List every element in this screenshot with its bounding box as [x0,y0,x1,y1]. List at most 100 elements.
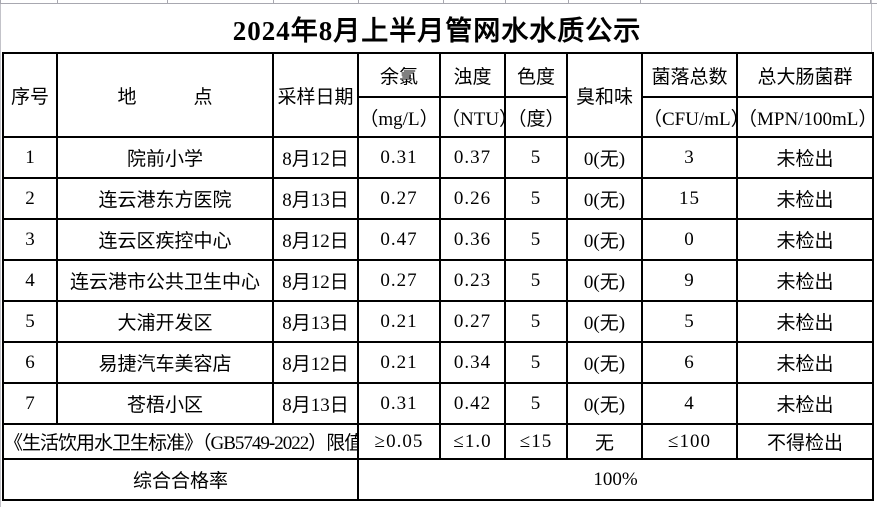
limit-odor: 无 [566,423,643,460]
cell-no: 5 [2,300,58,343]
cell-colony: 0 [641,218,738,261]
cell-odor: 0(无) [566,382,643,425]
cell-location: 苍梧小区 [56,382,274,425]
cell-coliform: 未检出 [736,341,874,384]
cell-chroma: 5 [504,136,568,179]
limits-row: 《生活饮用水卫生标准》（GB5749-2022）限值 ≥0.05 ≤1.0 ≤1… [2,423,874,460]
header-turbidity: 浊度 [439,52,506,98]
cell-sample-date: 8月12日 [272,218,359,261]
header-colony-count-unit: （CFU/mL） [641,96,738,138]
cell-odor: 0(无) [566,177,643,220]
water-quality-table: 序号 地 点 采样日期 余氯 浊度 色度 臭和味 菌落总数 总大肠菌群 （mg/… [2,52,874,501]
cell-odor: 0(无) [566,341,643,384]
limit-chlorine: ≥0.05 [357,423,441,460]
limit-coliform: 不得检出 [736,423,874,460]
cell-colony: 15 [641,177,738,220]
table-row: 1 院前小学 8月12日 0.31 0.37 5 0(无) 3 未检出 [2,136,874,179]
cell-coliform: 未检出 [736,300,874,343]
header-turbidity-unit: （NTU） [439,96,506,138]
gridline-tick [870,0,871,3]
limits-label: 《生活饮用水卫生标准》（GB5749-2022）限值 [2,423,359,460]
cell-location: 大浦开发区 [56,300,274,343]
cell-location: 易捷汽车美容店 [56,341,274,384]
table-row: 6 易捷汽车美容店 8月12日 0.21 0.34 5 0(无) 6 未检出 [2,341,874,384]
header-no: 序号 [2,52,58,138]
gridline-horizontal [0,3,877,4]
cell-turbidity: 0.23 [439,259,506,302]
cell-coliform: 未检出 [736,177,874,220]
cell-colony: 4 [641,382,738,425]
table-row: 2 连云港东方医院 8月13日 0.27 0.26 5 0(无) 15 未检出 [2,177,874,220]
cell-chroma: 5 [504,218,568,261]
cell-chroma: 5 [504,300,568,343]
cell-coliform: 未检出 [736,259,874,302]
header-odor: 臭和味 [566,52,643,138]
spreadsheet-gridline-right [871,0,872,52]
spreadsheet-gridline-top-strip [0,0,877,4]
cell-chlorine: 0.21 [357,341,441,384]
header-row-1: 序号 地 点 采样日期 余氯 浊度 色度 臭和味 菌落总数 总大肠菌群 [2,52,874,138]
gridline-tick [568,0,569,3]
cell-turbidity: 0.36 [439,218,506,261]
limit-colony: ≤100 [641,423,738,460]
table-row: 3 连云区疾控中心 8月12日 0.47 0.36 5 0(无) 0 未检出 [2,218,874,261]
summary-value: 100% [357,458,874,501]
header-residual-chlorine: 余氯 [357,52,441,98]
cell-coliform: 未检出 [736,136,874,179]
table-row: 4 连云港市公共卫生中心 8月12日 0.27 0.23 5 0(无) 9 未检… [2,259,874,302]
header-coliform-unit: （MPN/100mL） [736,96,874,138]
header-sample-date: 采样日期 [272,52,359,138]
cell-coliform: 未检出 [736,218,874,261]
gridline-tick [640,0,641,3]
header-row-2: （mg/L） （NTU） （度） （CFU/mL） （MPN/100mL） [3,96,874,138]
cell-chlorine: 0.27 [357,259,441,302]
table-row: 5 大浦开发区 8月13日 0.21 0.27 5 0(无) 5 未检出 [2,300,874,343]
header-location: 地 点 [56,52,274,138]
cell-location: 连云港市公共卫生中心 [56,259,274,302]
cell-chlorine: 0.27 [357,177,441,220]
cell-chroma: 5 [504,341,568,384]
cell-colony: 9 [641,259,738,302]
cell-location: 连云港东方医院 [56,177,274,220]
cell-odor: 0(无) [566,218,643,261]
gridline-tick [273,0,274,3]
cell-turbidity: 0.37 [439,136,506,179]
cell-chroma: 5 [504,177,568,220]
cell-colony: 3 [641,136,738,179]
summary-label: 综合合格率 [2,458,359,501]
gridline-tick [505,0,506,3]
cell-turbidity: 0.26 [439,177,506,220]
cell-location: 院前小学 [56,136,274,179]
table-row: 7 苍梧小区 8月13日 0.31 0.42 5 0(无) 4 未检出 [2,382,874,425]
cell-chlorine: 0.31 [357,136,441,179]
cell-sample-date: 8月13日 [272,300,359,343]
cell-no: 2 [2,177,58,220]
cell-coliform: 未检出 [736,382,874,425]
cell-odor: 0(无) [566,136,643,179]
cell-sample-date: 8月12日 [272,341,359,384]
cell-turbidity: 0.34 [439,341,506,384]
cell-sample-date: 8月13日 [272,177,359,220]
header-chroma: 色度 [504,52,568,98]
cell-chlorine: 0.21 [357,300,441,343]
cell-chroma: 5 [504,382,568,425]
cell-chlorine: 0.31 [357,382,441,425]
page-title: 2024年8月上半月管网水水质公示 [232,15,642,46]
summary-row: 综合合格率 100% [2,458,874,501]
cell-colony: 6 [641,341,738,384]
header-colony-count: 菌落总数 [641,52,738,98]
gridline-tick [358,0,359,3]
cell-no: 6 [2,341,58,384]
header-residual-chlorine-unit: （mg/L） [357,96,441,138]
cell-no: 1 [2,136,58,179]
cell-chlorine: 0.47 [357,218,441,261]
cell-location: 连云区疾控中心 [56,218,274,261]
cell-no: 7 [2,382,58,425]
cell-turbidity: 0.42 [439,382,506,425]
limit-turbidity: ≤1.0 [439,423,506,460]
cell-no: 4 [2,259,58,302]
cell-chroma: 5 [504,259,568,302]
spreadsheet-gridline-left [0,0,1,507]
gridline-tick [167,0,168,3]
cell-sample-date: 8月12日 [272,136,359,179]
